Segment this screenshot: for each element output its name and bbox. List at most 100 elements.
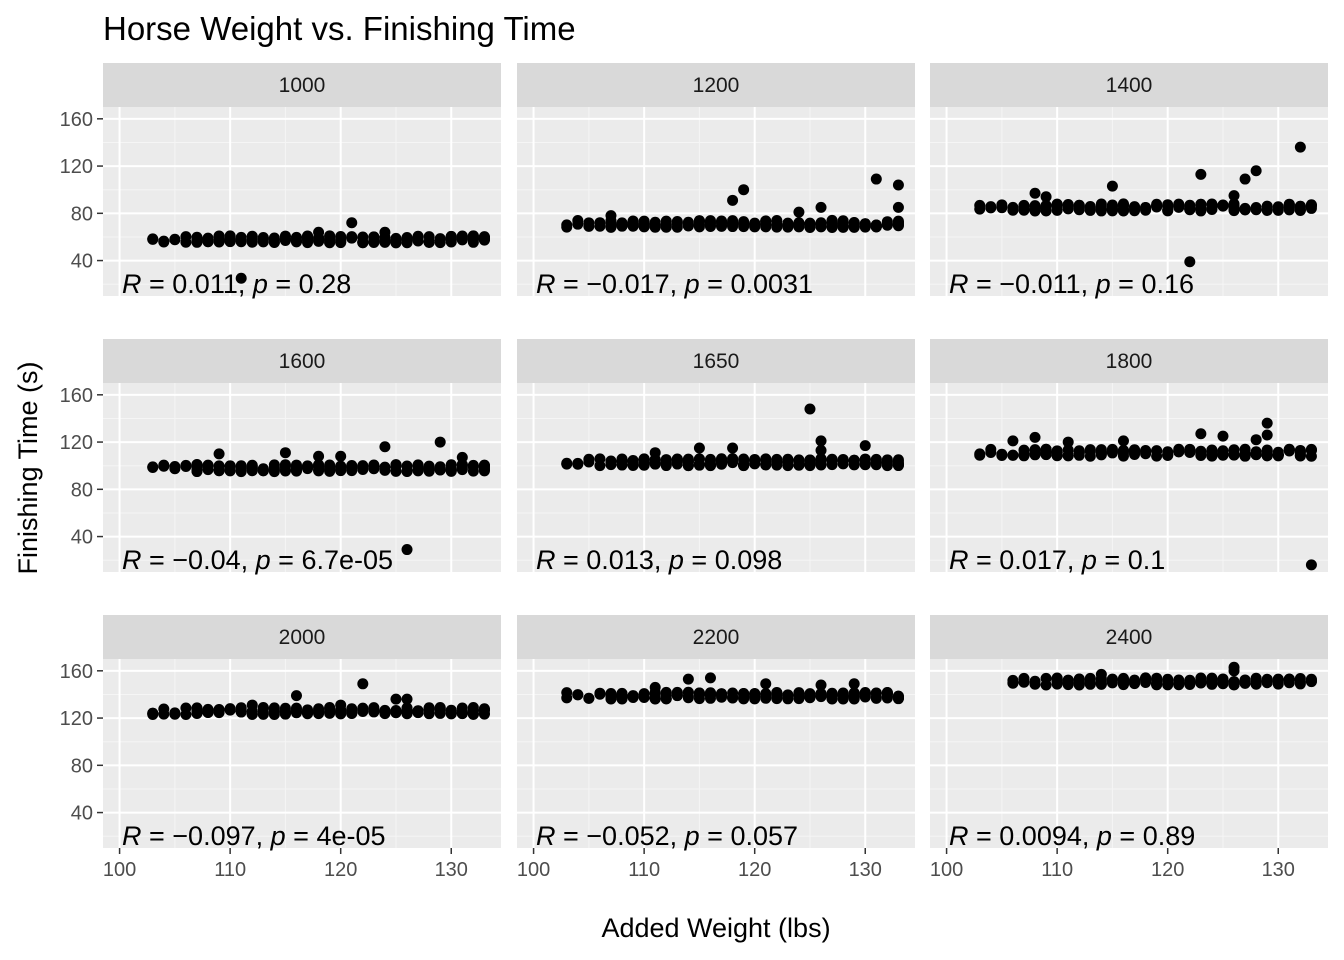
data-point bbox=[401, 231, 413, 243]
data-point bbox=[859, 686, 871, 698]
data-point bbox=[704, 220, 716, 232]
data-point bbox=[357, 237, 369, 249]
x-tick-label: 130 bbox=[435, 859, 468, 881]
r-value: −0.04 bbox=[172, 545, 240, 575]
p-value: 0.28 bbox=[299, 269, 352, 299]
data-point bbox=[782, 459, 794, 471]
data-point bbox=[246, 460, 258, 472]
y-tick-label: 80 bbox=[71, 203, 93, 225]
panel-background bbox=[103, 107, 501, 296]
data-point bbox=[793, 687, 805, 699]
data-point bbox=[605, 693, 617, 705]
data-point bbox=[583, 692, 595, 704]
data-point bbox=[324, 707, 336, 719]
data-point-outlier bbox=[815, 679, 827, 691]
data-point bbox=[671, 687, 683, 699]
data-point bbox=[1228, 202, 1240, 214]
panel-2000: 2000 R = −0.097, p = 4e-05 40 80 120 160 100 11… bbox=[60, 615, 501, 881]
data-point bbox=[627, 454, 639, 466]
data-point bbox=[1217, 446, 1229, 458]
data-point bbox=[616, 689, 628, 701]
p-value: 0.0031 bbox=[730, 269, 813, 299]
data-point bbox=[837, 690, 849, 702]
data-point bbox=[213, 234, 225, 246]
strip-background bbox=[103, 63, 501, 107]
y-axis-title: Finishing Time (s) bbox=[13, 361, 43, 574]
data-point bbox=[213, 707, 225, 719]
data-point bbox=[1106, 205, 1118, 217]
data-point bbox=[1095, 447, 1107, 459]
data-point bbox=[1283, 199, 1295, 211]
data-point bbox=[1173, 678, 1185, 690]
data-point-outlier bbox=[401, 693, 413, 705]
data-point bbox=[1272, 674, 1284, 686]
p-value: 6.7e-05 bbox=[301, 545, 393, 575]
data-point bbox=[1250, 203, 1262, 215]
data-point bbox=[682, 454, 694, 466]
data-point bbox=[467, 708, 479, 720]
data-point bbox=[671, 456, 683, 468]
data-point bbox=[837, 455, 849, 467]
data-point bbox=[561, 692, 573, 704]
data-point-outlier bbox=[1217, 430, 1229, 442]
data-point-outlier bbox=[1239, 173, 1251, 185]
data-point bbox=[335, 460, 347, 472]
data-point bbox=[147, 233, 159, 245]
data-point bbox=[1272, 449, 1284, 461]
data-point bbox=[290, 703, 302, 715]
r-value: −0.052 bbox=[586, 821, 669, 851]
data-point bbox=[423, 236, 435, 248]
strip-background bbox=[517, 339, 915, 383]
data-point bbox=[974, 203, 986, 215]
data-point bbox=[660, 221, 672, 233]
data-point bbox=[638, 220, 650, 232]
data-point-outlier bbox=[335, 450, 347, 462]
data-point bbox=[1261, 676, 1273, 688]
data-point bbox=[1195, 203, 1207, 215]
data-point bbox=[771, 215, 783, 227]
data-point bbox=[1140, 201, 1152, 213]
data-point bbox=[738, 690, 750, 702]
data-point-outlier bbox=[246, 699, 258, 711]
data-point bbox=[1007, 449, 1019, 461]
data-point bbox=[357, 462, 369, 474]
data-point bbox=[180, 460, 192, 472]
data-point bbox=[268, 232, 280, 244]
data-point-outlier bbox=[235, 272, 247, 284]
data-point-outlier bbox=[1095, 668, 1107, 680]
data-point bbox=[257, 236, 269, 248]
r-value: 0.011 bbox=[172, 269, 238, 299]
data-point bbox=[379, 708, 391, 720]
data-point bbox=[605, 218, 617, 230]
data-point bbox=[638, 691, 650, 703]
data-point-outlier bbox=[1007, 435, 1019, 447]
data-point bbox=[302, 460, 314, 472]
strip-background bbox=[103, 339, 501, 383]
data-point-outlier bbox=[346, 217, 358, 229]
data-point bbox=[727, 219, 739, 231]
data-point bbox=[1106, 673, 1118, 685]
data-point bbox=[1051, 449, 1063, 461]
data-point bbox=[401, 708, 413, 720]
data-point bbox=[279, 234, 291, 246]
data-point bbox=[346, 462, 358, 474]
data-point-outlier bbox=[313, 450, 325, 462]
data-point bbox=[1250, 678, 1262, 690]
data-point bbox=[180, 709, 192, 721]
data-point bbox=[1062, 449, 1074, 461]
data-point bbox=[235, 464, 247, 476]
data-point-outlier bbox=[1184, 256, 1196, 268]
data-point bbox=[704, 459, 716, 471]
data-point bbox=[605, 456, 617, 468]
data-point bbox=[1117, 674, 1129, 686]
data-point bbox=[627, 219, 639, 231]
panel-1600: 1600 R = −0.04, p = 6.7e-05 40 80 120 160 bbox=[60, 339, 501, 575]
data-point bbox=[158, 708, 170, 720]
correlation-annotation: R = 0.0094, p = 0.89 bbox=[949, 821, 1195, 851]
data-point bbox=[224, 704, 236, 716]
panel-1400: 1400 R = −0.011, p = 0.16 bbox=[930, 63, 1328, 299]
data-point bbox=[1106, 446, 1118, 458]
data-point bbox=[848, 221, 860, 233]
strip-background bbox=[517, 63, 915, 107]
data-point bbox=[881, 455, 893, 467]
